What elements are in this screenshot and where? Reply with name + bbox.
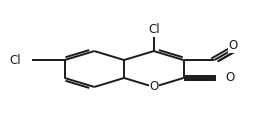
Text: O: O (225, 71, 235, 84)
Text: Cl: Cl (10, 54, 21, 67)
Text: O: O (149, 80, 158, 93)
Text: Cl: Cl (148, 23, 160, 36)
Text: O: O (229, 39, 238, 52)
